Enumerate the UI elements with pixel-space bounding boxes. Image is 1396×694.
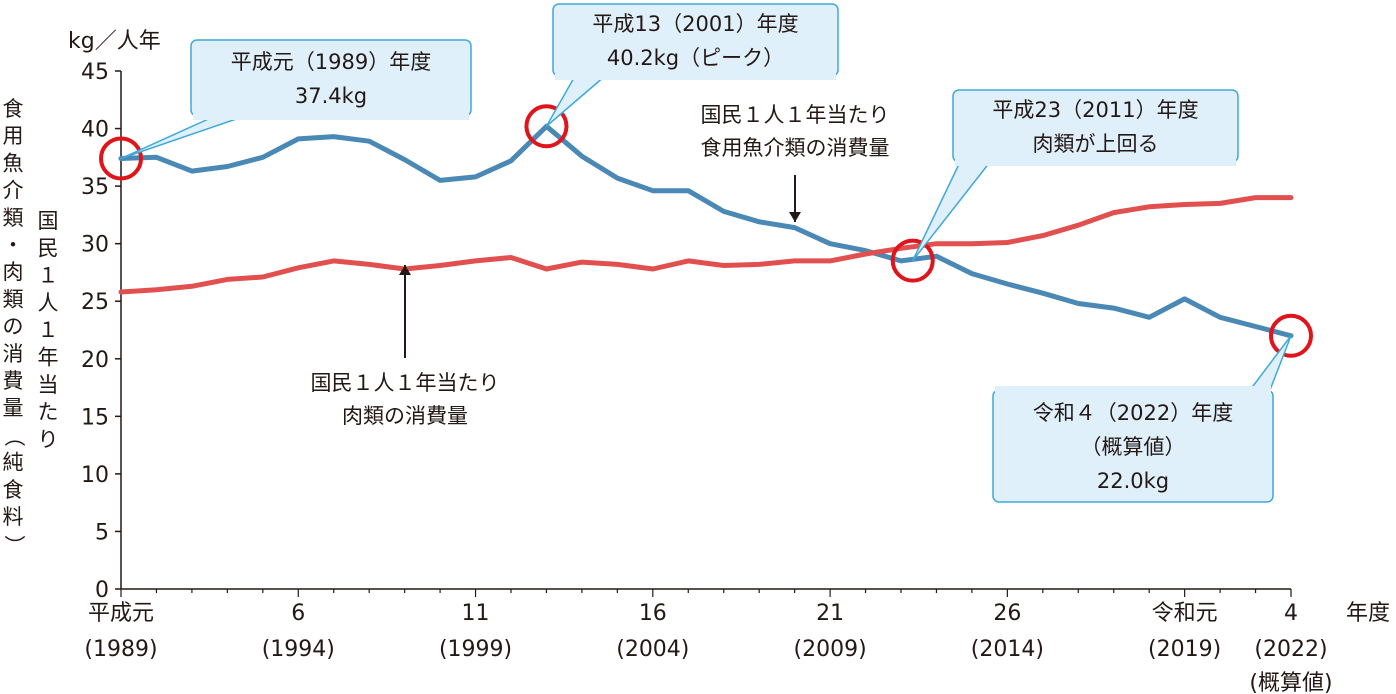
y-label-char: 介 — [3, 179, 24, 203]
series-lines — [118, 123, 1294, 339]
y-label-char: 当 — [38, 373, 59, 397]
callout-seam — [555, 72, 836, 80]
annotation-text: 国民１人１年当たり — [311, 371, 500, 395]
y-tick-label: 20 — [81, 348, 109, 373]
annotation-text: 肉類の消費量 — [342, 404, 468, 428]
y-label-char: 純 — [3, 451, 24, 475]
y-label-char: 料 — [3, 505, 24, 529]
x-tick-year-label: (2019) — [1148, 637, 1221, 662]
x-tick-era-label: 21 — [816, 601, 844, 626]
y-label-char: た — [38, 400, 59, 424]
y-label-char: 類 — [3, 206, 24, 230]
y-axis-title-outer: 食用魚介類・肉類の消費量（純食料） — [2, 97, 26, 556]
y-label-char: 食 — [3, 478, 24, 502]
callout-text: 40.2kg（ピーク） — [607, 46, 784, 70]
marker-2011 — [890, 238, 935, 283]
y-label-char: ・ — [3, 233, 24, 257]
fish-series-line — [118, 123, 1294, 339]
x-unit-label: 年度 — [1346, 601, 1390, 626]
annotation-arrow-head — [399, 265, 411, 275]
y-label-char: 費 — [3, 369, 24, 393]
marker-2022 — [1269, 313, 1313, 358]
y-tick-label: 30 — [81, 233, 109, 258]
callout-text: 平成13（2001）年度 — [592, 12, 798, 36]
x-tick-year-label: (2014) — [971, 637, 1044, 662]
highlight-markers — [99, 104, 1313, 358]
y-tick-label: 0 — [95, 578, 109, 603]
y-label-char: 肉 — [3, 260, 24, 284]
y-label-char: （ — [2, 426, 26, 447]
y-tick-label: 10 — [81, 463, 109, 488]
y-label-char: 人 — [38, 291, 59, 315]
y-label-char: り — [38, 427, 59, 451]
x-tick-year-label: (2022) — [1254, 637, 1327, 662]
callouts: 平成元（1989）年度 37.4kg 平成13（2001）年度 40.2kg（ピーク）… — [120, 3, 1292, 503]
x-tick-year-label: (1999) — [439, 637, 512, 662]
meat-series-line — [118, 195, 1294, 295]
callout-2001: 平成13（2001）年度 40.2kg（ピーク） — [545, 3, 839, 128]
x-tick-era-label: 4 — [1284, 601, 1298, 626]
y-tick-label: 15 — [81, 405, 109, 430]
y-axis: 051015202530354045kg／人年食用魚介類・肉類の消費量（純食料）… — [2, 29, 161, 603]
callout-text: 22.0kg — [1097, 469, 1169, 493]
x-tick-era-label: 26 — [993, 601, 1021, 626]
callout-text: 令和４（2022）年度 — [1033, 401, 1233, 425]
y-label-char: 用 — [3, 124, 24, 148]
y-unit-label: kg／人年 — [68, 29, 161, 54]
x-tick-era-label: 令和元 — [1152, 601, 1218, 626]
x-tick-year-label: (1994) — [262, 637, 335, 662]
y-label-char: ） — [2, 535, 26, 556]
y-tick-label: 45 — [81, 60, 109, 85]
y-label-char: １ — [38, 318, 59, 342]
x-tick-year-label: (2004) — [616, 637, 689, 662]
annotation-text: 国民１人１年当たり — [701, 103, 890, 127]
y-label-char: 消 — [3, 342, 24, 366]
y-label-char: 魚 — [3, 151, 24, 175]
annotation-arrow-head — [789, 212, 801, 222]
marker-1989 — [99, 136, 143, 181]
x-tick-era-label: 6 — [291, 601, 305, 626]
y-label-char: 食 — [3, 97, 24, 121]
y-tick-label: 35 — [81, 175, 109, 200]
callout-seam — [995, 386, 1271, 394]
y-tick-label: 40 — [81, 118, 109, 143]
x-tick-era-label: 16 — [639, 601, 667, 626]
y-label-char: 類 — [3, 287, 24, 311]
y-tick-label: 25 — [81, 290, 109, 315]
y-label-char: 民 — [38, 236, 59, 260]
y-label-char: の — [3, 315, 24, 339]
callout-pointer — [545, 75, 606, 128]
callout-text: （概算値） — [1081, 435, 1186, 459]
x-tick-era-label: 平成元 — [88, 601, 154, 626]
callout-text: 37.4kg — [295, 84, 367, 108]
callout-1989: 平成元（1989）年度 37.4kg — [120, 39, 472, 160]
y-label-char: 量 — [3, 396, 24, 420]
callout-text: 肉類が上回る — [1033, 132, 1159, 156]
x-tick-year-label: (1989) — [84, 637, 157, 662]
callout-pointer — [1249, 335, 1292, 391]
callout-pointer — [120, 115, 246, 160]
x-tick-note-label: (概算値) — [1249, 671, 1332, 694]
callout-2022: 令和４（2022）年度 （概算値） 22.0kg — [992, 335, 1292, 503]
callout-text: 平成元（1989）年度 — [231, 50, 431, 74]
y-label-char: １ — [38, 264, 59, 288]
y-label-char: 年 — [38, 346, 59, 370]
y-tick-label: 5 — [95, 520, 109, 545]
x-tick-year-label: (2009) — [794, 637, 867, 662]
annotation-text: 食用魚介類の消費量 — [701, 136, 890, 160]
y-label-char: 国 — [38, 209, 59, 233]
x-tick-era-label: 11 — [462, 601, 490, 626]
callout-seam — [193, 112, 469, 120]
callout-seam — [955, 158, 1236, 166]
marker-2001 — [524, 104, 569, 149]
callout-text: 平成23（2011）年度 — [992, 98, 1198, 122]
x-axis: 平成元 (1989) 6 (1994) 11 (1999) 16 (2004) 21 (2009)… — [84, 588, 1390, 694]
y-axis-title-inner: 国民 １ 人 １ 年当たり — [38, 209, 59, 451]
